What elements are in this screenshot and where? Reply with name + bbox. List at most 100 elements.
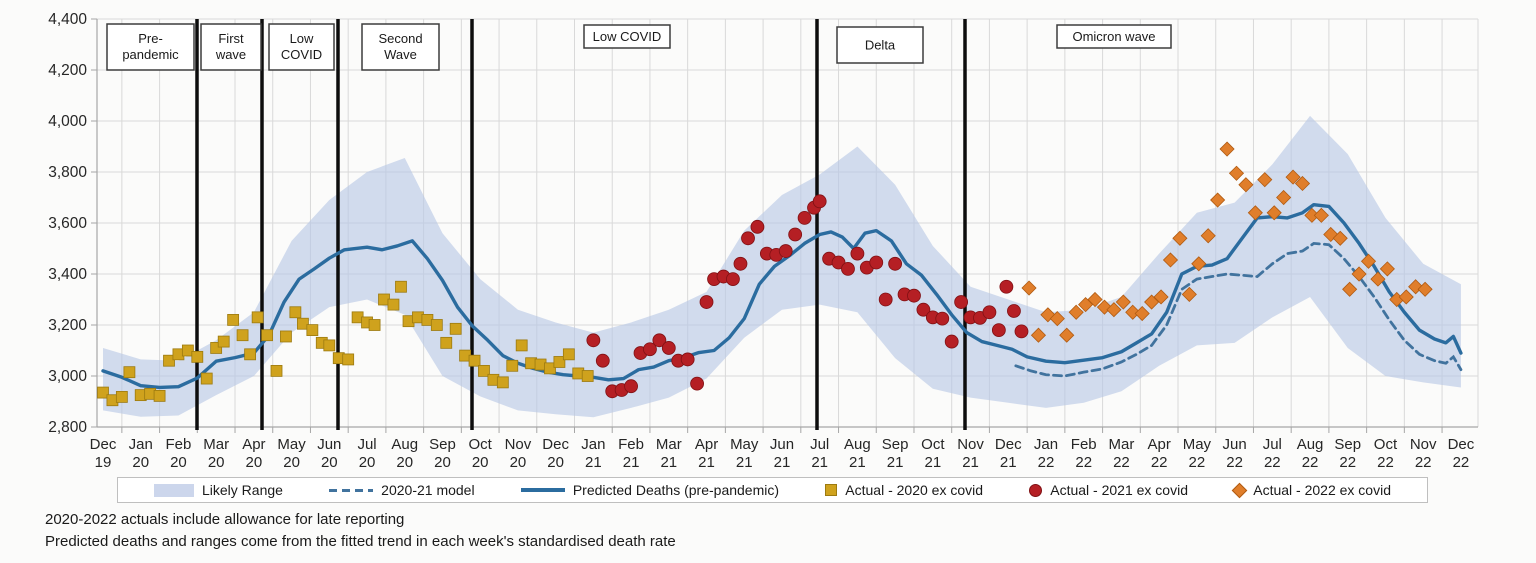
x-tick-label: Jul 21	[810, 436, 829, 470]
actual-2020-point	[97, 386, 109, 399]
actual-2021-point	[690, 376, 704, 391]
actual-2022-point	[1360, 253, 1377, 269]
y-tick-label: 4,200	[48, 62, 87, 79]
orange-diamond-swatch	[1231, 482, 1248, 498]
actual-2022-point	[1040, 307, 1056, 323]
footnote-late-reporting: 2020-2022 actuals include allowance for …	[45, 511, 405, 528]
chart-legend: Likely Range 2020-21 model Predicted Dea…	[117, 477, 1428, 503]
x-tick-label: Sep 21	[882, 436, 909, 470]
actual-2020-point	[430, 319, 443, 331]
y-tick-label: 3,800	[48, 164, 87, 181]
x-tick-label: Apr 20	[242, 436, 265, 470]
actual-2021-point	[661, 341, 676, 355]
period-label: Second Wave	[378, 31, 422, 62]
x-tick-label: Feb 20	[166, 436, 192, 470]
actual-2020-point	[297, 317, 309, 330]
x-tick-label: Dec 20	[542, 436, 569, 470]
actual-2022-point	[1408, 279, 1424, 295]
y-tick-label: 3,400	[48, 266, 87, 283]
x-tick-label: Jun 22	[1223, 436, 1247, 470]
actual-2022-point	[1219, 141, 1235, 157]
x-tick-label: May 22	[1183, 436, 1212, 470]
x-tick-label: Dec 19	[90, 436, 117, 470]
legend-label: Likely Range	[202, 482, 283, 498]
actual-2022-point	[1332, 230, 1348, 246]
legend-item-actual-2020: Actual - 2020 ex covid	[825, 482, 983, 498]
actual-2021-point	[680, 352, 695, 367]
actual-2020-point	[236, 329, 249, 342]
actual-2020-point	[496, 376, 509, 389]
actual-2021-point	[954, 295, 969, 309]
legend-label: Actual - 2020 ex covid	[845, 482, 984, 498]
actual-2020-point	[261, 329, 273, 342]
actual-2022-point	[1096, 299, 1113, 315]
actual-2020-point	[270, 364, 283, 377]
legend-item-predicted-deaths: Predicted Deaths (pre-pandemic)	[520, 482, 780, 498]
actual-2020-point	[163, 354, 175, 367]
actual-2022-point	[1313, 207, 1329, 223]
actual-2022-point	[1087, 291, 1103, 308]
actual-2021-point	[750, 219, 765, 234]
actual-2022-point	[1191, 256, 1207, 272]
x-tick-label: Aug 22	[1297, 436, 1324, 470]
x-tick-label: Mar 20	[203, 436, 229, 470]
actual-2021-point	[991, 323, 1006, 338]
actual-2021-point	[624, 379, 638, 394]
actual-2022-point	[1134, 305, 1150, 322]
actual-2022-point	[1030, 327, 1047, 343]
actual-2022-point	[1266, 205, 1282, 221]
actual-2022-point	[1276, 189, 1292, 206]
legend-label: Predicted Deaths (pre-pandemic)	[572, 482, 780, 498]
actual-2020-point	[506, 359, 519, 372]
period-label: Low COVID	[593, 29, 662, 44]
actual-2022-point	[1115, 294, 1131, 310]
actual-2022-point	[1153, 289, 1169, 305]
actual-2022-point	[1294, 175, 1311, 192]
period-label: First wave	[215, 31, 246, 62]
actual-2020-point	[191, 350, 204, 363]
actual-2022-point	[1068, 304, 1084, 320]
x-tick-label: Jun 20	[317, 436, 341, 470]
actual-2022-point	[1417, 281, 1433, 297]
x-tick-label: Nov 22	[1410, 436, 1437, 470]
actual-2020-point	[387, 298, 400, 311]
actual-2020-point	[181, 344, 194, 357]
legend-item-actual-2022: Actual - 2022 ex covid	[1231, 482, 1391, 498]
x-tick-label: Feb 21	[618, 436, 644, 470]
y-tick-label: 3,200	[48, 317, 87, 334]
y-tick-label: 4,400	[48, 11, 87, 28]
x-tick-label: Aug 21	[844, 436, 871, 470]
actual-2021-point	[982, 305, 997, 320]
actual-2020-point	[581, 370, 594, 382]
actual-2022-point	[1021, 280, 1037, 296]
actual-2021-point	[907, 288, 921, 303]
actual-2022-point	[1200, 228, 1216, 244]
actual-2020-point	[289, 306, 302, 319]
period-label-box	[1056, 24, 1172, 49]
actual-2021-point	[1014, 324, 1029, 339]
actual-2021-point	[586, 333, 601, 348]
actual-2022-point	[1323, 226, 1339, 243]
x-tick-label: May 21	[730, 436, 759, 470]
actual-2021-point	[726, 272, 740, 287]
actual-2020-point	[153, 389, 166, 402]
actual-2020-point	[244, 348, 257, 361]
likely-range-band	[103, 115, 1461, 418]
x-tick-label: Jul 20	[357, 436, 376, 470]
y-tick-label: 4,000	[48, 113, 87, 130]
period-label: Omicron wave	[1072, 29, 1155, 44]
y-tick-label: 2,800	[48, 419, 87, 436]
x-tick-label: Sep 22	[1334, 436, 1361, 470]
actual-2021-point	[944, 334, 959, 349]
x-tick-label: Aug 20	[391, 436, 418, 470]
x-tick-label: Jun 21	[770, 436, 794, 470]
x-tick-label: Jan 20	[129, 436, 153, 470]
actual-2022-point	[1342, 281, 1358, 297]
actual-2021-point	[652, 333, 667, 348]
actual-2020-point	[115, 391, 128, 403]
actual-2022-point	[1370, 271, 1386, 287]
x-tick-label: May 20	[277, 436, 306, 470]
actual-2022-point	[1106, 302, 1122, 318]
actual-2022-point	[1210, 192, 1226, 208]
x-tick-label: Oct 22	[1374, 436, 1398, 470]
